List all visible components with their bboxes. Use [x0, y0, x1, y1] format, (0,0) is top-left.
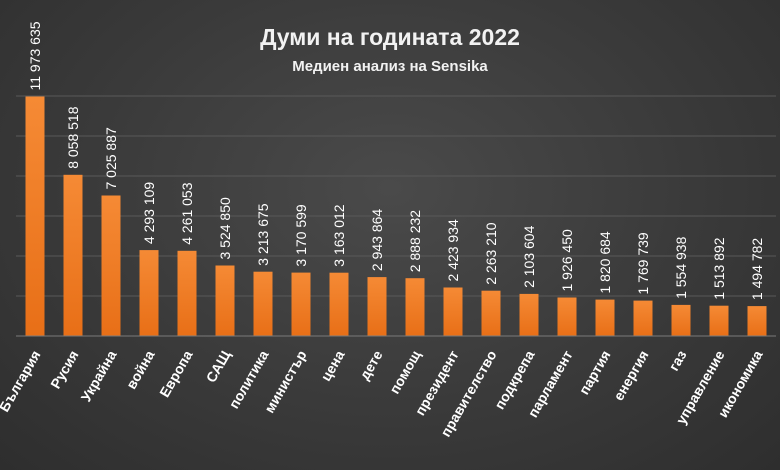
- bar-13: [519, 293, 539, 336]
- bar-11: [443, 287, 463, 336]
- bar-19: [747, 306, 767, 336]
- category-label-4: Европа: [156, 347, 196, 400]
- data-label-19: 1 494 782: [749, 238, 765, 300]
- data-label-18: 1 513 892: [711, 237, 727, 299]
- bar-6: [253, 271, 273, 336]
- category-label-5: САЩ: [203, 347, 234, 385]
- data-label-14: 1 926 450: [559, 229, 575, 291]
- bar-4: [177, 250, 197, 336]
- bar-5: [215, 265, 235, 336]
- data-label-4: 4 261 053: [179, 182, 195, 244]
- bar-7: [291, 272, 311, 336]
- bar-14: [557, 297, 577, 336]
- category-label-3: война: [123, 347, 158, 391]
- data-label-11: 2 423 934: [445, 219, 461, 281]
- bar-1: [63, 174, 83, 336]
- bar-17: [671, 304, 691, 336]
- data-label-12: 2 263 210: [483, 222, 499, 284]
- data-label-3: 4 293 109: [141, 182, 157, 244]
- bar-9: [367, 277, 387, 336]
- data-label-2: 7 025 887: [103, 127, 119, 189]
- data-label-9: 2 943 864: [369, 209, 385, 271]
- data-label-8: 3 163 012: [331, 204, 347, 266]
- chart-title: Думи на годината 2022: [260, 24, 520, 50]
- bar-18: [709, 305, 729, 336]
- data-label-10: 2 888 232: [407, 210, 423, 272]
- category-label-8: цена: [317, 347, 347, 383]
- bar-0: [25, 96, 45, 336]
- data-label-6: 3 213 675: [255, 203, 271, 265]
- category-label-2: Украйна: [78, 347, 120, 404]
- bar-8: [329, 272, 349, 336]
- category-label-17: газ: [665, 347, 689, 373]
- bar-2: [101, 195, 121, 336]
- data-label-1: 8 058 518: [65, 106, 81, 168]
- data-label-16: 1 769 739: [635, 232, 651, 294]
- bar-10: [405, 278, 425, 336]
- bar-15: [595, 299, 615, 336]
- category-label-1: Русия: [47, 348, 82, 392]
- category-label-15: партия: [576, 348, 614, 398]
- gridlines: [16, 95, 776, 297]
- data-label-0: 11 973 635: [27, 21, 43, 90]
- value-labels: 11 973 635 8 058 518 7 025 887 4 293 109 4 2…: [27, 21, 765, 300]
- data-label-17: 1 554 938: [673, 236, 689, 298]
- data-label-13: 2 103 604: [521, 225, 537, 287]
- bar-3: [139, 250, 159, 336]
- category-label-16: енергия: [610, 348, 651, 404]
- data-label-7: 3 170 599: [293, 204, 309, 266]
- data-label-15: 1 820 684: [597, 231, 613, 293]
- category-label-0: България: [0, 348, 44, 415]
- bar-16: [633, 300, 653, 336]
- bar-12: [481, 290, 501, 336]
- chart-subtitle: Медиен анализ на Sensika: [292, 58, 488, 75]
- data-label-5: 3 524 850: [217, 197, 233, 259]
- bars: [25, 96, 767, 336]
- category-label-9: дете: [356, 347, 386, 382]
- category-label-10: помощ: [386, 347, 424, 396]
